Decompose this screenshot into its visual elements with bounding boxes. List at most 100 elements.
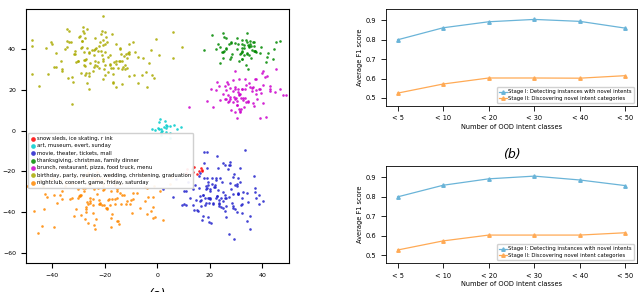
nightclub, concert, game, friday, saturday (150, 215, 160, 220)
thanksgiving, christmas, family dinner (218, 56, 228, 60)
birthday, party, reunion, wedding, christening, graduation (27, 38, 37, 43)
X-axis label: Number of OOD intent classes: Number of OOD intent classes (461, 281, 562, 287)
art, museum, evert, sunday (156, 130, 166, 135)
brunch, restaurant, pizza, food truck, menu (235, 109, 245, 114)
birthday, party, reunion, wedding, christening, graduation (106, 65, 116, 70)
movie, theater, tickets, mall (195, 171, 205, 175)
brunch, restaurant, pizza, food truck, menu (243, 100, 253, 105)
movie, theater, tickets, mall (204, 196, 214, 200)
brunch, restaurant, pizza, food truck, menu (236, 110, 246, 114)
birthday, party, reunion, wedding, christening, graduation (97, 29, 108, 33)
thanksgiving, christmas, family dinner (237, 38, 247, 42)
nightclub, concert, game, friday, saturday (49, 225, 59, 229)
birthday, party, reunion, wedding, christening, graduation (137, 73, 147, 78)
thanksgiving, christmas, family dinner (219, 48, 229, 53)
thanksgiving, christmas, family dinner (214, 45, 225, 49)
birthday, party, reunion, wedding, christening, graduation (70, 51, 81, 56)
snow sleds, ice skating, r ink (196, 169, 207, 174)
birthday, party, reunion, wedding, christening, graduation (168, 56, 178, 61)
movie, theater, tickets, mall (188, 203, 198, 208)
nightclub, concert, game, friday, saturday (141, 186, 152, 190)
brunch, restaurant, pizza, food truck, menu (260, 115, 271, 119)
thanksgiving, christmas, family dinner (207, 33, 218, 38)
movie, theater, tickets, mall (213, 165, 223, 170)
nightclub, concert, game, friday, saturday (34, 177, 44, 182)
nightclub, concert, game, friday, saturday (111, 195, 122, 200)
birthday, party, reunion, wedding, christening, graduation (96, 49, 106, 53)
birthday, party, reunion, wedding, christening, graduation (118, 65, 128, 69)
nightclub, concert, game, friday, saturday (147, 208, 157, 213)
brunch, restaurant, pizza, food truck, menu (250, 104, 260, 108)
birthday, party, reunion, wedding, christening, graduation (149, 76, 159, 81)
nightclub, concert, game, friday, saturday (148, 195, 159, 200)
movie, theater, tickets, mall (218, 206, 228, 211)
birthday, party, reunion, wedding, christening, graduation (82, 26, 92, 31)
nightclub, concert, game, friday, saturday (77, 185, 88, 190)
movie, theater, tickets, mall (221, 214, 232, 219)
birthday, party, reunion, wedding, christening, graduation (95, 39, 106, 44)
nightclub, concert, game, friday, saturday (84, 182, 94, 187)
nightclub, concert, game, friday, saturday (102, 198, 113, 202)
movie, theater, tickets, mall (188, 187, 198, 192)
nightclub, concert, game, friday, saturday (148, 215, 158, 220)
thanksgiving, christmas, family dinner (268, 56, 278, 61)
birthday, party, reunion, wedding, christening, graduation (102, 69, 113, 74)
thanksgiving, christmas, family dinner (269, 47, 280, 51)
nightclub, concert, game, friday, saturday (99, 203, 109, 208)
movie, theater, tickets, mall (196, 197, 206, 202)
snow sleds, ice skating, r ink (193, 168, 204, 173)
birthday, party, reunion, wedding, christening, graduation (79, 63, 90, 68)
birthday, party, reunion, wedding, christening, graduation (61, 26, 72, 31)
brunch, restaurant, pizza, food truck, menu (247, 85, 257, 90)
movie, theater, tickets, mall (225, 163, 235, 168)
art, museum, evert, sunday (149, 128, 159, 133)
nightclub, concert, game, friday, saturday (49, 193, 59, 198)
movie, theater, tickets, mall (224, 162, 234, 167)
nightclub, concert, game, friday, saturday (82, 199, 92, 204)
nightclub, concert, game, friday, saturday (88, 203, 98, 207)
movie, theater, tickets, mall (250, 190, 260, 194)
movie, theater, tickets, mall (204, 201, 214, 206)
birthday, party, reunion, wedding, christening, graduation (119, 54, 129, 59)
brunch, restaurant, pizza, food truck, menu (230, 96, 241, 101)
nightclub, concert, game, friday, saturday (99, 187, 109, 191)
birthday, party, reunion, wedding, christening, graduation (133, 55, 143, 60)
brunch, restaurant, pizza, food truck, menu (238, 98, 248, 102)
movie, theater, tickets, mall (200, 196, 210, 200)
brunch, restaurant, pizza, food truck, menu (218, 91, 228, 96)
birthday, party, reunion, wedding, christening, graduation (27, 72, 37, 76)
nightclub, concert, game, friday, saturday (81, 210, 91, 214)
movie, theater, tickets, mall (220, 195, 230, 200)
thanksgiving, christmas, family dinner (215, 61, 225, 65)
nightclub, concert, game, friday, saturday (135, 206, 145, 210)
birthday, party, reunion, wedding, christening, graduation (34, 84, 44, 89)
movie, theater, tickets, mall (193, 185, 204, 190)
birthday, party, reunion, wedding, christening, graduation (107, 32, 117, 36)
movie, theater, tickets, mall (237, 211, 248, 215)
X-axis label: Number of OOD intent classes: Number of OOD intent classes (461, 124, 562, 130)
nightclub, concert, game, friday, saturday (91, 217, 101, 222)
nightclub, concert, game, friday, saturday (37, 224, 47, 228)
nightclub, concert, game, friday, saturday (166, 175, 176, 180)
nightclub, concert, game, friday, saturday (141, 212, 152, 217)
brunch, restaurant, pizza, food truck, menu (230, 69, 240, 74)
birthday, party, reunion, wedding, christening, graduation (130, 49, 140, 54)
birthday, party, reunion, wedding, christening, graduation (108, 71, 118, 76)
birthday, party, reunion, wedding, christening, graduation (87, 48, 97, 53)
thanksgiving, christmas, family dinner (245, 39, 255, 44)
brunch, restaurant, pizza, food truck, menu (232, 102, 242, 107)
nightclub, concert, game, friday, saturday (92, 174, 102, 179)
movie, theater, tickets, mall (214, 202, 225, 207)
birthday, party, reunion, wedding, christening, graduation (43, 72, 53, 77)
nightclub, concert, game, friday, saturday (83, 171, 93, 175)
birthday, party, reunion, wedding, christening, graduation (108, 66, 118, 71)
art, museum, evert, sunday (156, 116, 166, 121)
birthday, party, reunion, wedding, christening, graduation (124, 42, 134, 47)
birthday, party, reunion, wedding, christening, graduation (117, 59, 127, 64)
brunch, restaurant, pizza, food truck, menu (246, 89, 257, 93)
brunch, restaurant, pizza, food truck, menu (244, 80, 255, 85)
birthday, party, reunion, wedding, christening, graduation (120, 67, 130, 71)
thanksgiving, christmas, family dinner (242, 51, 252, 55)
brunch, restaurant, pizza, food truck, menu (278, 92, 288, 97)
birthday, party, reunion, wedding, christening, graduation (92, 45, 102, 50)
